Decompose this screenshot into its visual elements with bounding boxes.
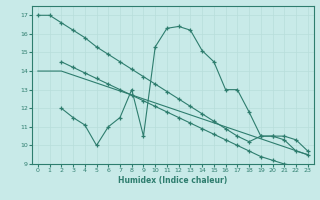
X-axis label: Humidex (Indice chaleur): Humidex (Indice chaleur) bbox=[118, 176, 228, 185]
